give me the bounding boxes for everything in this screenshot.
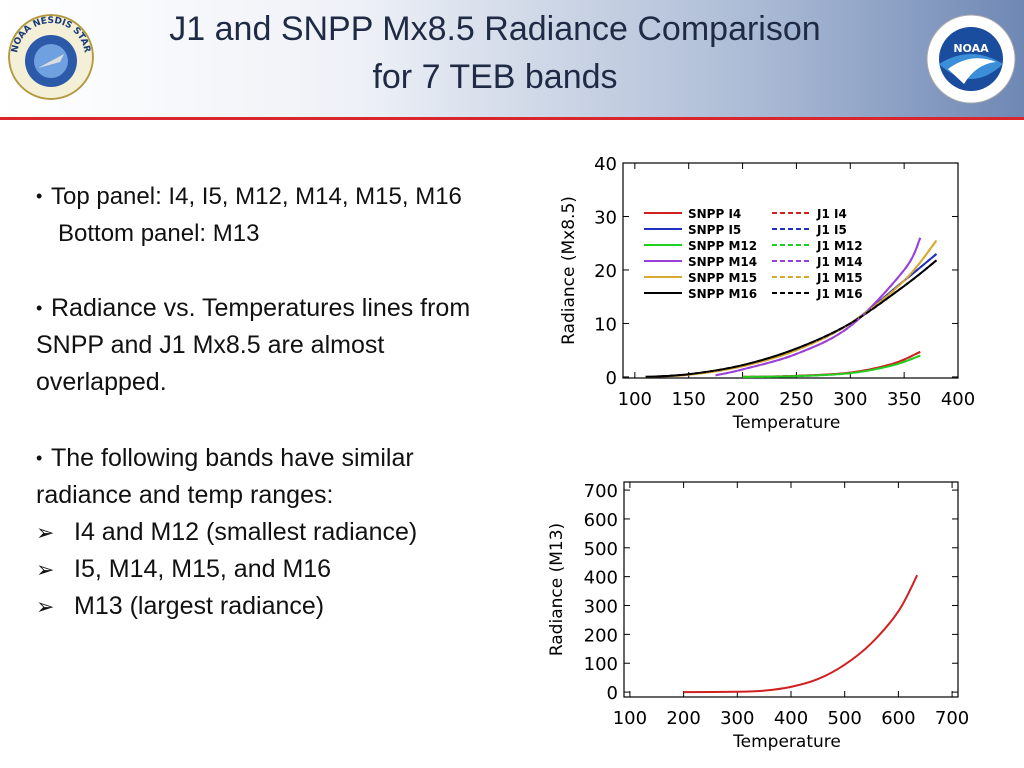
bullet-text: The following bands have similar bbox=[51, 444, 414, 472]
series-line-j1-m14 bbox=[715, 237, 922, 377]
bullet-text: M13 (largest radiance) bbox=[74, 592, 325, 620]
bullet-marker: ➢ bbox=[36, 557, 55, 582]
bullet-text: Radiance vs. Temperatures lines from bbox=[51, 294, 471, 322]
x-tick-label: 400 bbox=[941, 389, 975, 410]
y-tick-label: 600 bbox=[584, 510, 618, 531]
x-tick-label: 300 bbox=[720, 708, 754, 729]
x-tick-label: 100 bbox=[613, 708, 647, 729]
bullet-text: I5, M14, M15, and M16 bbox=[74, 555, 332, 583]
bullet-text: SNPP and J1 Mx8.5 are almost bbox=[36, 331, 385, 359]
bullet-marker: ➢ bbox=[36, 594, 55, 619]
bullet-item: • Radiance vs. Temperatures lines from bbox=[36, 290, 470, 328]
bullet-marker: • bbox=[36, 298, 43, 318]
bullet-item: ➢ I5, M14, M15, and M16 bbox=[36, 551, 331, 589]
noaa-nesdis-star-logo: NOAA NESDIS STAR bbox=[8, 14, 94, 100]
legend-label: SNPP I4 bbox=[688, 207, 741, 221]
legend-label: SNPP M12 bbox=[688, 239, 757, 253]
top-mx85-chart: 100 150 200 250 300 350 400 0 10 20 30 40 Temperatur… bbox=[559, 154, 975, 433]
legend-label: J1 I5 bbox=[816, 223, 847, 237]
slide-title-line2: for 7 TEB bands bbox=[372, 58, 618, 96]
bullet-text: Bottom panel: M13 bbox=[58, 220, 260, 247]
bullet-text: overlapped. bbox=[36, 368, 167, 396]
legend-label: J1 M12 bbox=[816, 239, 863, 253]
series-line-j1-m12 bbox=[742, 354, 921, 378]
x-tick-label: 400 bbox=[774, 708, 808, 729]
x-tick-label: 300 bbox=[833, 389, 867, 410]
slide-title-line1: J1 and SNPP Mx8.5 Radiance Comparison bbox=[169, 10, 821, 48]
bullet-item: ➢ I4 and M12 (smallest radiance) bbox=[36, 514, 417, 552]
legend-label: SNPP M14 bbox=[688, 255, 757, 269]
y-tick-label: 500 bbox=[584, 539, 618, 560]
bullet-text: Top panel: I4, I5, M12, M14, M15, M16 bbox=[51, 183, 462, 210]
x-tick-label: 150 bbox=[672, 389, 706, 410]
bottom-m13-chart: 100 200 300 400 500 600 700 0 100 200 300 400 500 600… bbox=[547, 481, 969, 752]
legend-label: J1 M14 bbox=[816, 255, 863, 269]
y-axis-label: Radiance (Mx8.5) bbox=[559, 196, 579, 345]
bullet-marker: • bbox=[36, 186, 43, 206]
x-tick-label: 600 bbox=[881, 708, 915, 729]
bullet-item: radiance and temp ranges: bbox=[36, 477, 333, 515]
bullet-item: overlapped. bbox=[36, 364, 167, 402]
x-axis-label: Temperature bbox=[732, 413, 841, 433]
bullet-text: radiance and temp ranges: bbox=[36, 481, 334, 509]
x-axis-label: Temperature bbox=[732, 732, 841, 752]
noaa-logo: NOAA bbox=[926, 14, 1016, 104]
legend-label: J1 I4 bbox=[816, 207, 847, 221]
legend-label: J1 M16 bbox=[816, 287, 863, 301]
x-tick-label: 200 bbox=[725, 389, 759, 410]
bullet-item: SNPP and J1 Mx8.5 are almost bbox=[36, 327, 384, 365]
slide-header: NOAA NESDIS STAR J1 and SNPP Mx8.5 Radia… bbox=[0, 0, 1024, 117]
series-line-j1-m16 bbox=[645, 259, 938, 378]
y-tick-label: 200 bbox=[584, 625, 618, 646]
y-tick-label: 10 bbox=[594, 314, 617, 335]
y-tick-label: 0 bbox=[607, 683, 618, 704]
legend-label: SNPP I5 bbox=[688, 223, 741, 237]
x-tick-label: 350 bbox=[887, 389, 921, 410]
x-tick-label: 100 bbox=[618, 389, 652, 410]
bullet-text: I4 and M12 (smallest radiance) bbox=[74, 518, 418, 546]
header-divider bbox=[0, 117, 1024, 120]
y-tick-label: 20 bbox=[594, 261, 617, 282]
bullet-item: • Top panel: I4, I5, M12, M14, M15, M16 bbox=[36, 178, 462, 216]
series-line-m13 bbox=[683, 574, 919, 694]
x-tick-label: 700 bbox=[935, 708, 969, 729]
legend-label: J1 M15 bbox=[816, 271, 863, 285]
y-tick-label: 400 bbox=[584, 568, 618, 589]
right-logo-text: NOAA bbox=[953, 42, 989, 55]
legend-label: SNPP M15 bbox=[688, 271, 757, 285]
y-tick-label: 0 bbox=[606, 368, 617, 389]
x-tick-label: 250 bbox=[779, 389, 813, 410]
y-tick-label: 100 bbox=[584, 654, 618, 675]
legend-label: SNPP M16 bbox=[688, 287, 757, 301]
bullet-marker: ➢ bbox=[36, 520, 55, 545]
y-tick-label: 700 bbox=[584, 481, 618, 502]
y-axis-label: Radiance (M13) bbox=[547, 523, 567, 656]
x-tick-label: 200 bbox=[666, 708, 700, 729]
bullet-item: • The following bands have similar bbox=[36, 440, 414, 478]
x-tick-label: 500 bbox=[828, 708, 862, 729]
y-tick-label: 40 bbox=[594, 154, 617, 175]
bullet-item: Bottom panel: M13 bbox=[36, 215, 259, 253]
plot-frame bbox=[622, 162, 959, 379]
bullet-item: ➢ M13 (largest radiance) bbox=[36, 588, 324, 626]
plot-frame bbox=[623, 481, 959, 698]
y-tick-label: 300 bbox=[584, 597, 618, 618]
y-tick-label: 30 bbox=[594, 207, 617, 228]
bullet-marker: • bbox=[36, 448, 43, 468]
